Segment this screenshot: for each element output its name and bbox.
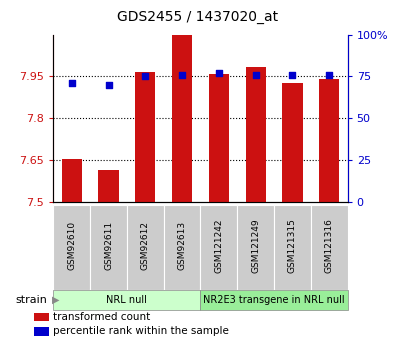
Bar <box>53 205 90 290</box>
Bar <box>98 170 118 202</box>
Bar <box>209 73 229 202</box>
Point <box>326 72 332 77</box>
Bar <box>127 205 164 290</box>
Point <box>142 73 149 79</box>
Point <box>105 82 112 87</box>
Text: strain: strain <box>15 295 47 305</box>
Bar <box>311 205 348 290</box>
Bar <box>135 72 155 202</box>
Bar <box>319 79 339 202</box>
Text: GSM92611: GSM92611 <box>104 221 113 270</box>
Point <box>216 70 222 76</box>
Point <box>252 72 259 77</box>
Bar <box>34 327 49 336</box>
Text: GDS2455 / 1437020_at: GDS2455 / 1437020_at <box>117 10 278 24</box>
Text: NR2E3 transgene in NRL null: NR2E3 transgene in NRL null <box>203 295 345 305</box>
Point <box>289 72 295 77</box>
Text: GSM121316: GSM121316 <box>325 218 334 273</box>
Bar <box>201 205 237 290</box>
Text: GSM121315: GSM121315 <box>288 218 297 273</box>
Text: GSM92613: GSM92613 <box>178 221 186 270</box>
Text: ▶: ▶ <box>52 295 60 305</box>
Bar <box>237 205 274 290</box>
Bar <box>53 290 201 310</box>
Text: GSM121242: GSM121242 <box>214 219 223 273</box>
Bar <box>164 205 201 290</box>
Point <box>179 72 185 77</box>
Text: GSM92612: GSM92612 <box>141 221 150 270</box>
Text: GSM121249: GSM121249 <box>251 218 260 273</box>
Point <box>69 80 75 86</box>
Bar <box>62 159 82 202</box>
Bar <box>34 313 49 321</box>
Bar <box>172 34 192 202</box>
Bar <box>274 205 311 290</box>
Text: NRL null: NRL null <box>107 295 147 305</box>
Bar <box>90 205 127 290</box>
Bar <box>246 67 266 202</box>
Bar <box>201 290 348 310</box>
Text: GSM92610: GSM92610 <box>67 221 76 270</box>
Bar <box>282 83 303 202</box>
Text: percentile rank within the sample: percentile rank within the sample <box>53 326 229 336</box>
Text: transformed count: transformed count <box>53 312 150 322</box>
